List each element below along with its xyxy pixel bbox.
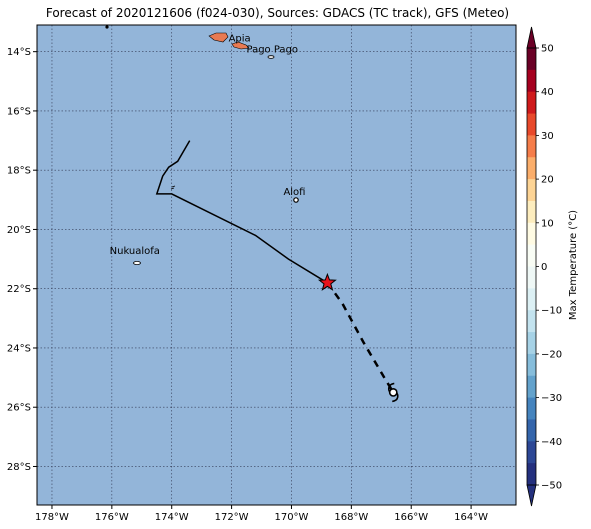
colorbar-extend-top <box>526 26 537 49</box>
colorbar-segment <box>527 200 536 224</box>
colorbar-tick-label: 50 <box>541 44 554 55</box>
colorbar-segment <box>527 310 536 333</box>
colorbar-tick-label: −10 <box>541 306 562 317</box>
y-tick-label: 14°S <box>7 47 31 58</box>
colorbar-tick-label: 40 <box>541 87 554 98</box>
y-tick-label: 18°S <box>7 166 31 177</box>
colorbar-segment <box>527 441 536 464</box>
colorbar-extend-bottom <box>526 484 537 507</box>
colorbar-segment <box>527 353 536 377</box>
colorbar-segment <box>527 222 536 246</box>
place-label-alofi: Alofi <box>283 187 305 198</box>
x-tick-label: 166°W <box>394 512 428 523</box>
current-position-star <box>317 272 337 291</box>
colorbar-tick-label: −30 <box>541 393 562 404</box>
colorbar-segment <box>527 244 536 268</box>
colorbar-segment <box>527 69 536 93</box>
colorbar-tick-label: −50 <box>541 481 562 492</box>
colorbar-ticks: 50 40 30 20 10 0 −10 −20 −30 −40 −50 <box>536 44 562 492</box>
y-axis-ticks: 14°S 16°S 18°S 20°S 22°S 24°S 26°S 28°S <box>7 47 37 473</box>
colorbar-tick-label: 20 <box>541 175 554 186</box>
islands-layer <box>105 25 299 265</box>
island-top-left <box>105 25 109 29</box>
y-tick-label: 22°S <box>7 284 31 295</box>
x-tick-label: 172°W <box>215 512 249 523</box>
colorbar-segment <box>527 463 536 486</box>
x-tick-label: 174°W <box>155 512 189 523</box>
y-tick-label: 24°S <box>7 343 31 354</box>
graticule <box>37 25 516 505</box>
colorbar-segment <box>527 397 536 421</box>
colorbar-segment <box>527 288 536 311</box>
y-tick-label: 28°S <box>7 462 31 473</box>
cyclone-track <box>155 140 399 403</box>
y-tick-label: 26°S <box>7 403 31 414</box>
colorbar-label: Max Temperature (°C) <box>568 210 579 320</box>
island-savaii <box>208 32 229 43</box>
island-small-tonga <box>170 185 176 190</box>
colorbar-segment <box>527 266 536 289</box>
colorbar-tick-label: −20 <box>541 349 562 360</box>
x-tick-label: 164°W <box>454 512 488 523</box>
colorbar-segment <box>527 179 536 202</box>
x-tick-label: 176°W <box>95 512 129 523</box>
colorbar-segment <box>527 332 536 355</box>
colorbar <box>526 26 537 507</box>
chart-title: Forecast of 2020121606 (f024-030), Sourc… <box>45 6 510 20</box>
x-axis-ticks: 178°W 176°W 174°W 172°W 170°W 168°W 166°W 164°W <box>35 505 488 523</box>
map-frame <box>36 24 517 506</box>
track-past <box>155 140 328 284</box>
colorbar-segment <box>527 113 536 136</box>
y-tick-label: 20°S <box>7 225 31 236</box>
colorbar-segment <box>527 91 536 115</box>
colorbar-segment <box>527 157 536 180</box>
ocean-background <box>37 25 516 505</box>
place-label-nukualofa: Nukualofa <box>110 246 160 257</box>
colorbar-segment <box>527 135 536 158</box>
x-tick-label: 168°W <box>334 512 368 523</box>
place-label-pago-pago: Pago Pago <box>247 45 299 56</box>
island-niue <box>293 197 299 203</box>
colorbar-tick-label: 0 <box>541 262 547 273</box>
x-tick-label: 170°W <box>274 512 308 523</box>
x-tick-label: 178°W <box>35 512 69 523</box>
island-tutuila <box>267 55 275 59</box>
colorbar-segment <box>527 375 536 399</box>
track-forecast <box>326 282 395 394</box>
colorbar-segment <box>527 48 536 71</box>
colorbar-tick-label: 10 <box>541 218 554 229</box>
island-tongatapu <box>133 260 141 265</box>
colorbar-tick-label: 30 <box>541 131 554 142</box>
colorbar-segment <box>527 419 536 442</box>
cyclone-symbol-icon <box>387 382 399 403</box>
y-tick-label: 16°S <box>7 106 31 117</box>
place-label-apia: Apia <box>229 34 251 45</box>
island-upolu <box>231 41 250 50</box>
colorbar-tick-label: −40 <box>541 437 562 448</box>
cyclone-eye <box>388 388 398 397</box>
